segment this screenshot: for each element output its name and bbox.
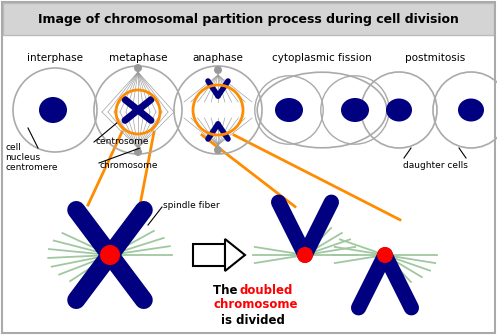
Circle shape bbox=[134, 148, 142, 156]
Text: nucleus: nucleus bbox=[5, 153, 40, 162]
Text: Image of chromosomal partition process during cell division: Image of chromosomal partition process d… bbox=[38, 12, 459, 25]
Text: spindle fiber: spindle fiber bbox=[163, 201, 220, 209]
Text: anaphase: anaphase bbox=[192, 53, 244, 63]
Text: metaphase: metaphase bbox=[109, 53, 167, 63]
Text: interphase: interphase bbox=[27, 53, 83, 63]
Ellipse shape bbox=[39, 97, 67, 123]
Text: cytoplasmic fission: cytoplasmic fission bbox=[272, 53, 372, 63]
Bar bbox=[3, 3, 494, 35]
Text: centrosome: centrosome bbox=[95, 137, 149, 146]
Bar bbox=[193, 244, 225, 266]
Text: chromosome: chromosome bbox=[100, 160, 159, 170]
Ellipse shape bbox=[275, 98, 303, 122]
Circle shape bbox=[214, 66, 222, 74]
Circle shape bbox=[297, 247, 313, 263]
Text: postmitosis: postmitosis bbox=[405, 53, 465, 63]
Text: chromosome: chromosome bbox=[213, 298, 298, 312]
Text: doubled: doubled bbox=[239, 283, 292, 296]
Ellipse shape bbox=[386, 98, 412, 122]
Polygon shape bbox=[225, 239, 245, 271]
Circle shape bbox=[100, 245, 120, 265]
Text: centromere: centromere bbox=[5, 163, 58, 173]
Circle shape bbox=[377, 247, 393, 263]
Ellipse shape bbox=[458, 98, 484, 122]
Text: daughter cells: daughter cells bbox=[403, 160, 468, 170]
Text: The: The bbox=[213, 283, 242, 296]
Text: is divided: is divided bbox=[221, 314, 285, 327]
Text: cell: cell bbox=[5, 143, 21, 152]
Circle shape bbox=[214, 146, 222, 154]
Circle shape bbox=[134, 64, 142, 72]
Ellipse shape bbox=[341, 98, 369, 122]
